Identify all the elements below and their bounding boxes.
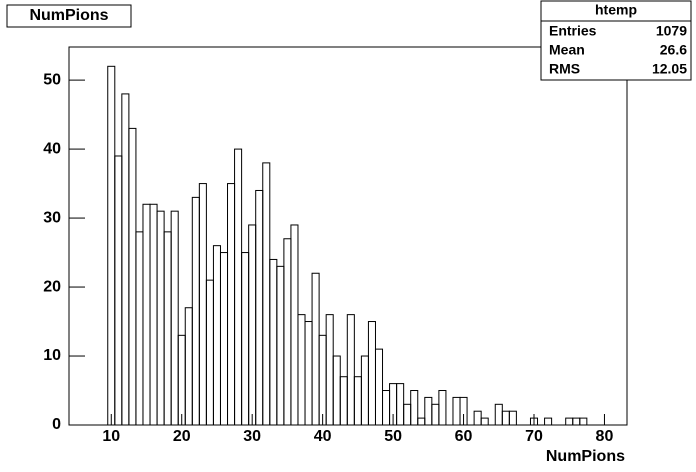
y-tick-label: 40 xyxy=(43,140,61,157)
bar xyxy=(346,314,355,426)
x-axis-label: NumPions xyxy=(546,448,625,465)
plot-frame xyxy=(68,46,628,426)
bar xyxy=(480,417,489,426)
title-box xyxy=(6,4,132,28)
bar xyxy=(579,417,588,426)
stats-value: 26.6 xyxy=(660,42,687,58)
x-tick-label: 80 xyxy=(596,428,614,445)
x-tick-label: 60 xyxy=(455,428,473,445)
stats-key: Mean xyxy=(549,42,585,58)
y-tick-label: 0 xyxy=(52,416,61,433)
bar xyxy=(544,417,553,426)
x-tick-label: 10 xyxy=(102,428,120,445)
x-tick-label: 70 xyxy=(525,428,543,445)
x-tick-label: 30 xyxy=(243,428,261,445)
stats-key: Entries xyxy=(549,23,597,39)
y-tick-label: 30 xyxy=(43,209,61,226)
bar xyxy=(170,210,179,426)
x-tick-label: 50 xyxy=(384,428,402,445)
stats-box xyxy=(540,0,692,81)
chart-title: NumPions xyxy=(29,7,108,24)
bar xyxy=(438,390,447,426)
stats-title: htemp xyxy=(595,2,637,18)
x-tick-label: 20 xyxy=(173,428,191,445)
bar xyxy=(508,410,517,426)
x-tick-label: 40 xyxy=(314,428,332,445)
stats-value: 1079 xyxy=(656,23,687,39)
y-tick-label: 10 xyxy=(43,347,61,364)
stats-key: RMS xyxy=(549,61,580,77)
bar xyxy=(374,348,384,426)
stats-value: 12.05 xyxy=(652,61,687,77)
y-tick-label: 20 xyxy=(43,278,61,295)
y-tick-label: 50 xyxy=(43,71,61,88)
bar xyxy=(410,390,419,426)
